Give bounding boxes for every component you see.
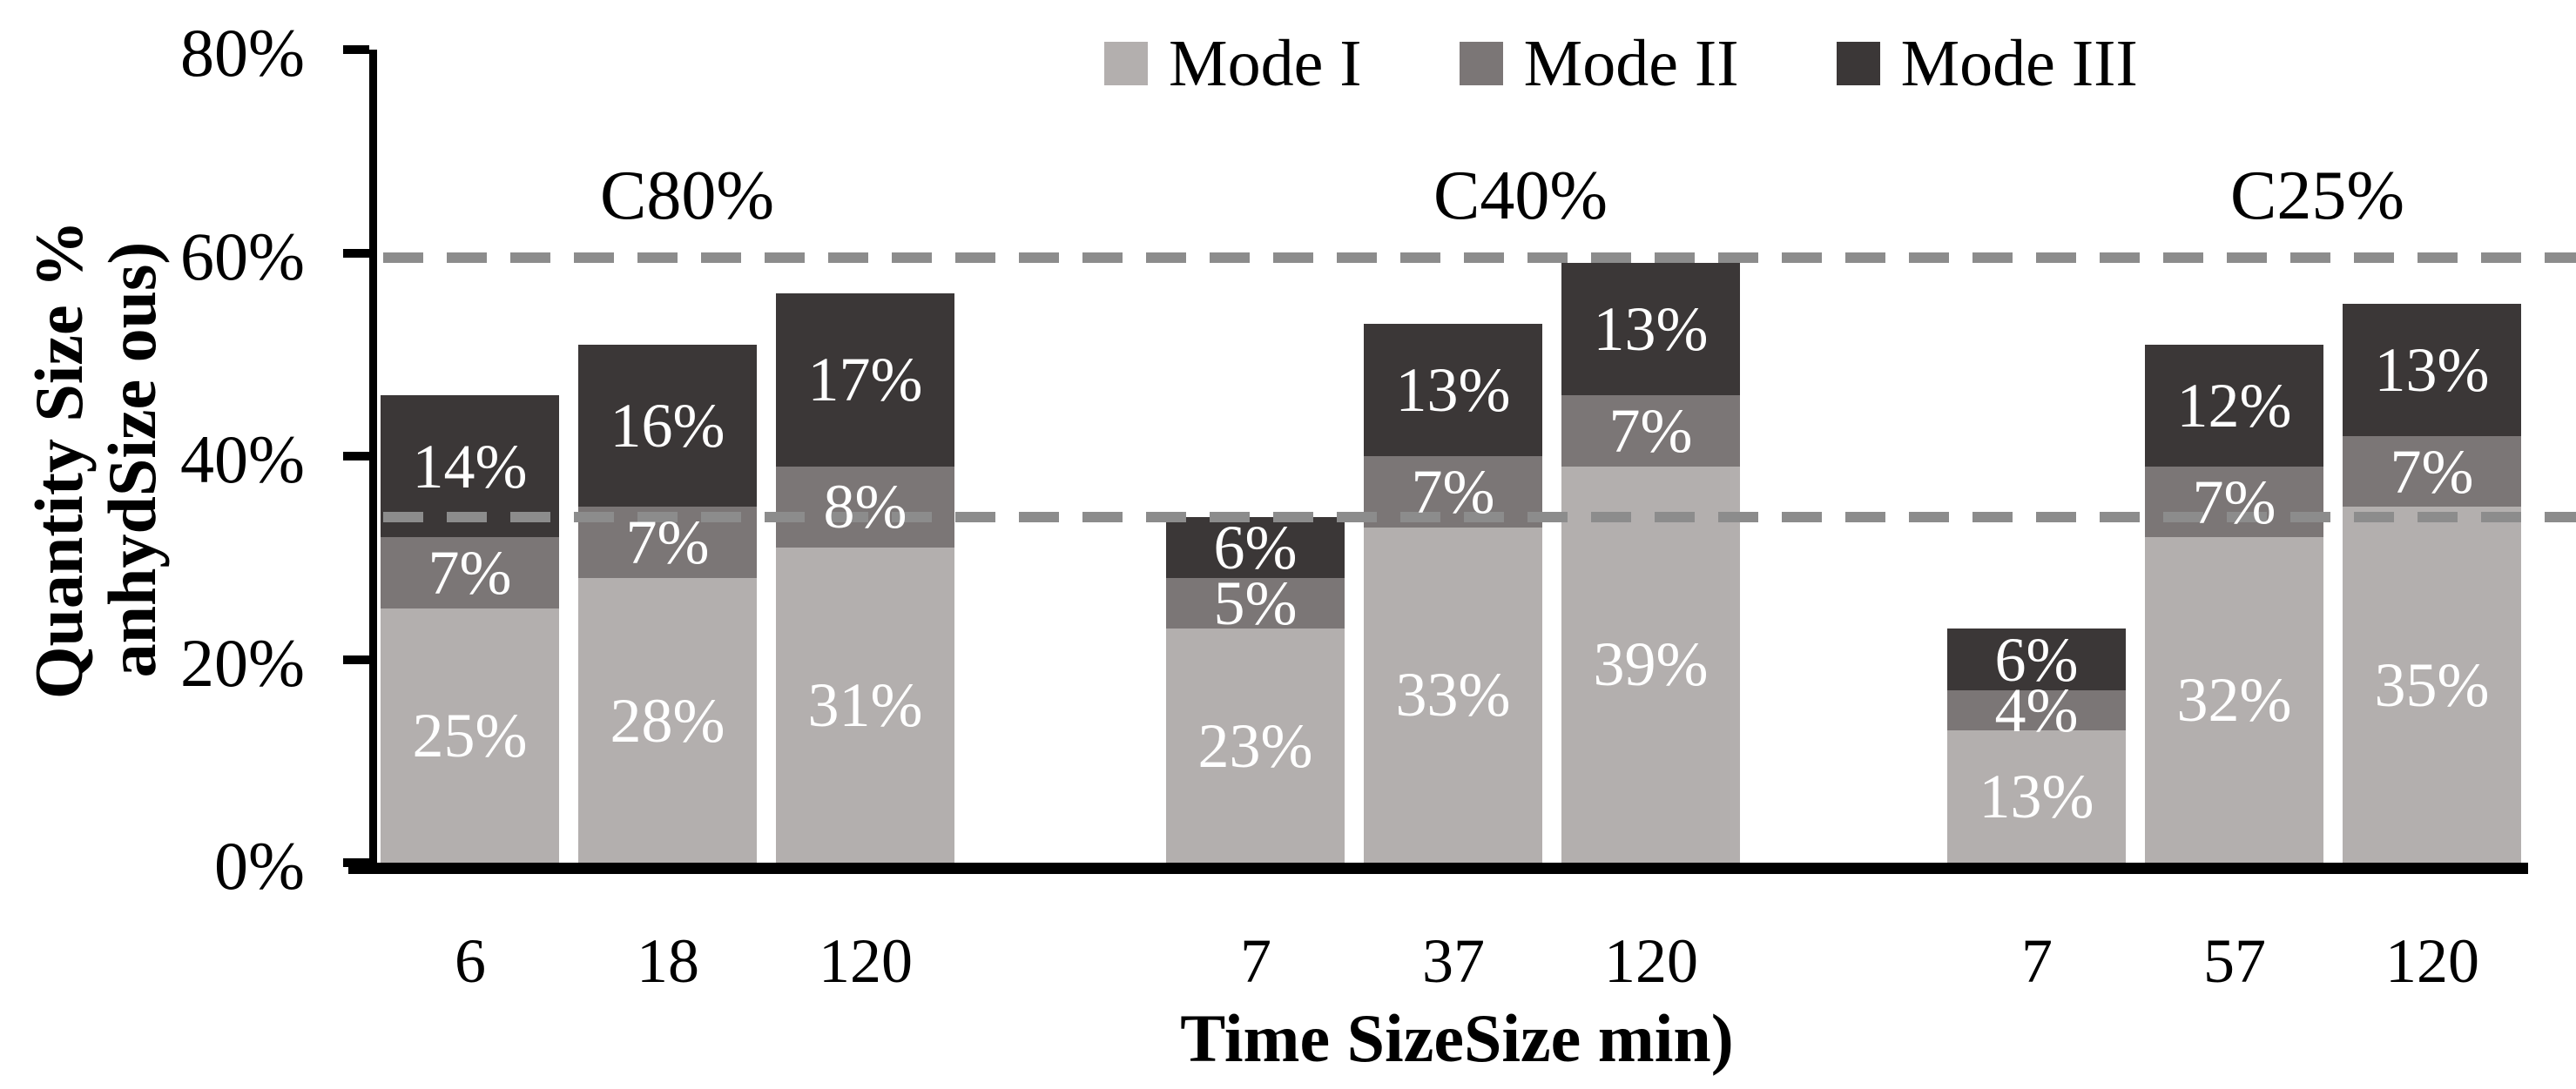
bar-segment-label: 7% xyxy=(1608,395,1693,466)
bar-segment-label: 28% xyxy=(610,685,725,756)
bar-segment xyxy=(1561,466,1740,863)
bar-segment-label: 5% xyxy=(1213,568,1298,639)
bar-segment xyxy=(1947,629,2126,690)
x-tick-label: 7 xyxy=(2021,926,2053,996)
bar-segment xyxy=(381,537,559,609)
bar-segment-label: 35% xyxy=(2374,649,2490,720)
bar-segment-label: 6% xyxy=(1994,624,2079,695)
bar-segment-label: 13% xyxy=(1979,762,2094,832)
y-axis-tick-mark xyxy=(343,45,369,54)
bar-segment-label: 13% xyxy=(1593,294,1709,365)
legend-item: Mode III xyxy=(1836,24,2138,103)
bar-segment xyxy=(381,608,559,863)
reference-dashed-line xyxy=(383,512,2576,523)
bar-segment-label: 39% xyxy=(1593,629,1709,700)
x-tick-label: 37 xyxy=(1422,926,1485,996)
bar-group-label: C25% xyxy=(2230,158,2404,234)
bar-segment xyxy=(1561,394,1740,467)
bar-segment-label: 6% xyxy=(1213,513,1298,583)
bar-segment xyxy=(578,578,757,863)
y-axis-tick-label: 60% xyxy=(180,218,305,294)
bar-segment xyxy=(1166,578,1345,629)
legend-label: Mode III xyxy=(1900,27,2138,100)
bar-segment-label: 12% xyxy=(2176,370,2292,440)
x-tick-label: 7 xyxy=(1240,926,1271,996)
bar-group-label: C80% xyxy=(600,158,774,234)
bar-segment-label: 7% xyxy=(2192,467,2276,537)
legend-label: Mode I xyxy=(1169,27,1362,100)
bar-segment-label: 7% xyxy=(1411,456,1495,527)
legend-label: Mode II xyxy=(1523,27,1739,100)
bar-segment-label: 14% xyxy=(412,431,528,501)
bar-segment-label: 25% xyxy=(412,701,528,771)
legend-swatch-icon xyxy=(1104,42,1148,85)
bar-segment xyxy=(578,344,757,508)
y-axis-line xyxy=(369,50,377,874)
legend-swatch-icon xyxy=(1836,42,1880,85)
y-axis-tick-mark xyxy=(343,655,369,664)
bar-segment xyxy=(776,293,954,467)
y-axis-tick-label: 20% xyxy=(180,624,305,701)
bar-segment-label: 7% xyxy=(625,508,710,578)
y-axis-tick-mark xyxy=(343,452,369,460)
bar-segment xyxy=(2343,435,2521,508)
bar-segment xyxy=(2145,344,2323,467)
bar-segment xyxy=(1947,730,2126,863)
bar-segment-label: 7% xyxy=(428,538,512,608)
x-tick-label: 6 xyxy=(455,926,486,996)
x-tick-label: 120 xyxy=(1604,926,1698,996)
bar-segment-label: 8% xyxy=(823,472,907,542)
bar-segment-label: 31% xyxy=(807,670,923,741)
x-tick-label: 18 xyxy=(637,926,699,996)
bar-segment xyxy=(2343,507,2521,863)
bar-segment xyxy=(2343,303,2521,436)
bar-segment-label: 4% xyxy=(1994,675,2079,745)
x-axis-title: Time SizeSize min) xyxy=(1180,1000,1734,1076)
bar-segment-label: 33% xyxy=(1395,660,1511,730)
y-axis-tick-label: 0% xyxy=(214,828,305,904)
bar-segment-label: 7% xyxy=(2390,436,2474,507)
bar-segment-label: 13% xyxy=(1395,355,1511,426)
legend: Mode I Mode II Mode III xyxy=(1104,24,2138,103)
bar-group-label: C40% xyxy=(1433,158,1608,234)
bar-segment-label: 23% xyxy=(1197,710,1313,781)
bar-segment xyxy=(776,466,954,548)
bar-segment-label: 16% xyxy=(610,390,725,460)
reference-dashed-line xyxy=(383,252,2576,264)
bar-segment-label: 17% xyxy=(807,345,923,415)
legend-item: Mode II xyxy=(1459,24,1739,103)
bar-segment xyxy=(1166,517,1345,579)
bar-segment xyxy=(1364,527,1542,863)
bar-segment xyxy=(2145,466,2323,538)
bar-segment-label: 13% xyxy=(2374,334,2490,405)
bar-segment-label: 32% xyxy=(2176,665,2292,736)
legend-item: Mode I xyxy=(1104,24,1362,103)
bar-segment xyxy=(2145,537,2323,863)
bar-segment xyxy=(1364,324,1542,456)
bar-segment xyxy=(776,548,954,863)
x-tick-label: 120 xyxy=(2385,926,2479,996)
y-axis-tick-label: 80% xyxy=(180,15,305,91)
y-axis-tick-mark xyxy=(343,248,369,258)
x-axis-line xyxy=(348,863,2528,874)
bar-segment xyxy=(1166,629,1345,863)
x-tick-label: 57 xyxy=(2203,926,2266,996)
bar-segment xyxy=(1947,689,2126,731)
legend-swatch-icon xyxy=(1459,42,1503,85)
x-tick-label: 120 xyxy=(819,926,913,996)
bar-segment xyxy=(1561,263,1740,395)
y-axis-tick-label: 40% xyxy=(180,421,305,497)
